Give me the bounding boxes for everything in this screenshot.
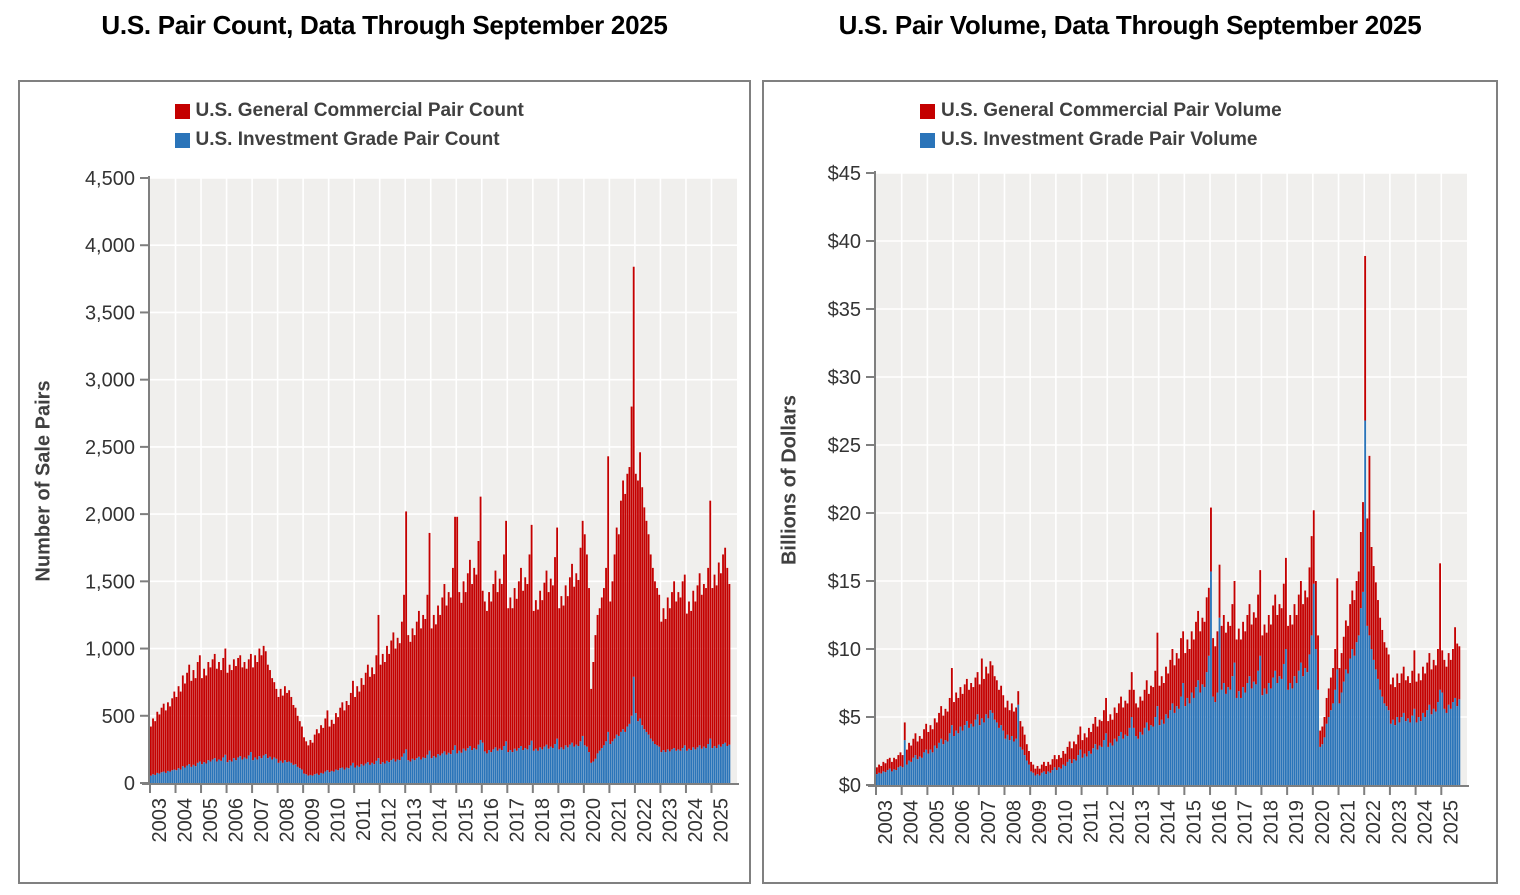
svg-text:$40: $40 — [828, 231, 861, 253]
svg-text:0: 0 — [124, 773, 135, 795]
svg-text:2018: 2018 — [532, 798, 554, 843]
svg-text:$5: $5 — [839, 707, 861, 729]
svg-text:2005: 2005 — [926, 800, 948, 845]
legend-label: U.S. General Commercial Pair Volume — [941, 100, 1282, 121]
svg-text:4,000: 4,000 — [85, 235, 135, 257]
svg-text:2018: 2018 — [1260, 800, 1282, 845]
svg-text:2006: 2006 — [226, 798, 248, 843]
legend-item-general-commercial: U.S. General Commercial Pair Count — [174, 100, 595, 122]
svg-text:$15: $15 — [828, 571, 861, 593]
svg-text:2,500: 2,500 — [85, 437, 135, 459]
svg-text:$20: $20 — [828, 503, 861, 525]
svg-text:2020: 2020 — [583, 798, 605, 843]
svg-text:2016: 2016 — [1209, 800, 1231, 845]
svg-text:1,000: 1,000 — [85, 639, 135, 661]
legend-label: U.S. Investment Grade Pair Count — [195, 129, 500, 150]
svg-text:2008: 2008 — [1003, 800, 1025, 845]
pair-volume-title: U.S. Pair Volume, Data Through September… — [838, 10, 1422, 40]
svg-text:2006: 2006 — [952, 800, 974, 845]
svg-text:2011: 2011 — [353, 798, 375, 841]
svg-text:2,000: 2,000 — [85, 504, 135, 526]
svg-text:2014: 2014 — [430, 798, 452, 843]
investment-grade-swatch-icon — [920, 132, 935, 148]
pair-count-title: U.S. Pair Count, Data Through September … — [101, 10, 668, 40]
pair-volume-panel: $0 $5 $10 $15 $20 $25 $30 $35 $40 $45 2003 2004 2005… — [762, 80, 1498, 884]
legend-label: U.S. Investment Grade Pair Volume — [941, 129, 1258, 150]
legend-label: U.S. General Commercial Pair Count — [195, 100, 524, 121]
pair-volume-y-axis-title: Billions of Dollars — [778, 394, 801, 566]
svg-text:500: 500 — [102, 706, 135, 728]
svg-text:2022: 2022 — [634, 798, 656, 843]
svg-text:$10: $10 — [828, 639, 861, 661]
svg-text:2007: 2007 — [251, 798, 273, 843]
pair-volume-legend: U.S. General Commercial Pair Volume U.S.… — [764, 100, 1496, 151]
svg-text:2021: 2021 — [608, 798, 630, 843]
svg-text:2004: 2004 — [901, 800, 923, 845]
pair-count-chart: 0 500 1,000 1,500 2,000 2,500 3,000 3,500 4,000 4… — [85, 168, 739, 843]
svg-text:2022: 2022 — [1363, 800, 1385, 845]
legend-item-investment-grade: U.S. Investment Grade Pair Count — [174, 129, 595, 151]
svg-text:2023: 2023 — [1389, 800, 1411, 845]
svg-text:2020: 2020 — [1312, 800, 1334, 845]
svg-text:3,000: 3,000 — [85, 370, 135, 392]
svg-text:2017: 2017 — [506, 798, 528, 843]
svg-text:2005: 2005 — [200, 798, 222, 843]
pair-volume-chart: $0 $5 $10 $15 $20 $25 $30 $35 $40 $45 2003 2004 2005… — [828, 163, 1469, 845]
svg-text:$35: $35 — [828, 299, 861, 321]
svg-text:2025: 2025 — [1440, 800, 1462, 845]
svg-text:2012: 2012 — [1106, 800, 1128, 845]
svg-text:2015: 2015 — [1183, 800, 1205, 845]
svg-text:2013: 2013 — [404, 798, 426, 843]
svg-text:2015: 2015 — [455, 798, 477, 843]
svg-text:2010: 2010 — [1055, 800, 1077, 845]
general-commercial-swatch-icon — [174, 103, 190, 119]
pair-count-y-axis-title: Number of Sale Pairs — [32, 380, 55, 582]
svg-text:2024: 2024 — [685, 798, 707, 843]
pair-count-legend: U.S. General Commercial Pair Count U.S. … — [20, 100, 749, 151]
legend-item-investment-grade: U.S. Investment Grade Pair Volume — [920, 129, 1340, 151]
svg-text:2023: 2023 — [659, 798, 681, 843]
svg-text:2009: 2009 — [302, 798, 324, 843]
svg-text:2007: 2007 — [978, 800, 1000, 845]
svg-text:2010: 2010 — [328, 798, 350, 843]
legend-item-general-commercial: U.S. General Commercial Pair Volume — [920, 100, 1340, 122]
svg-text:2025: 2025 — [710, 798, 732, 843]
svg-text:2021: 2021 — [1338, 800, 1360, 845]
svg-text:2016: 2016 — [481, 798, 503, 843]
svg-text:2003: 2003 — [149, 798, 171, 843]
general-commercial-swatch-icon — [920, 103, 935, 119]
svg-text:2019: 2019 — [1286, 800, 1308, 845]
svg-text:2003: 2003 — [875, 800, 897, 845]
svg-text:2012: 2012 — [379, 798, 401, 843]
svg-text:$25: $25 — [828, 435, 861, 457]
svg-text:4,500: 4,500 — [85, 168, 135, 190]
svg-text:2009: 2009 — [1029, 800, 1051, 845]
svg-text:2017: 2017 — [1235, 800, 1257, 845]
svg-text:2024: 2024 — [1415, 800, 1437, 845]
svg-text:$45: $45 — [828, 163, 861, 185]
svg-text:$0: $0 — [839, 775, 861, 797]
investment-grade-swatch-icon — [174, 132, 190, 148]
svg-text:$30: $30 — [828, 367, 861, 389]
svg-text:2014: 2014 — [1158, 800, 1180, 845]
svg-text:2019: 2019 — [557, 798, 579, 843]
pair-count-panel: 0 500 1,000 1,500 2,000 2,500 3,000 3,500 4,000 4… — [18, 80, 751, 884]
svg-text:2013: 2013 — [1132, 800, 1154, 845]
svg-text:2008: 2008 — [277, 798, 299, 843]
svg-text:1,500: 1,500 — [85, 571, 135, 593]
svg-text:2004: 2004 — [175, 798, 197, 843]
svg-text:3,500: 3,500 — [85, 302, 135, 324]
svg-text:2011: 2011 — [1081, 800, 1103, 843]
